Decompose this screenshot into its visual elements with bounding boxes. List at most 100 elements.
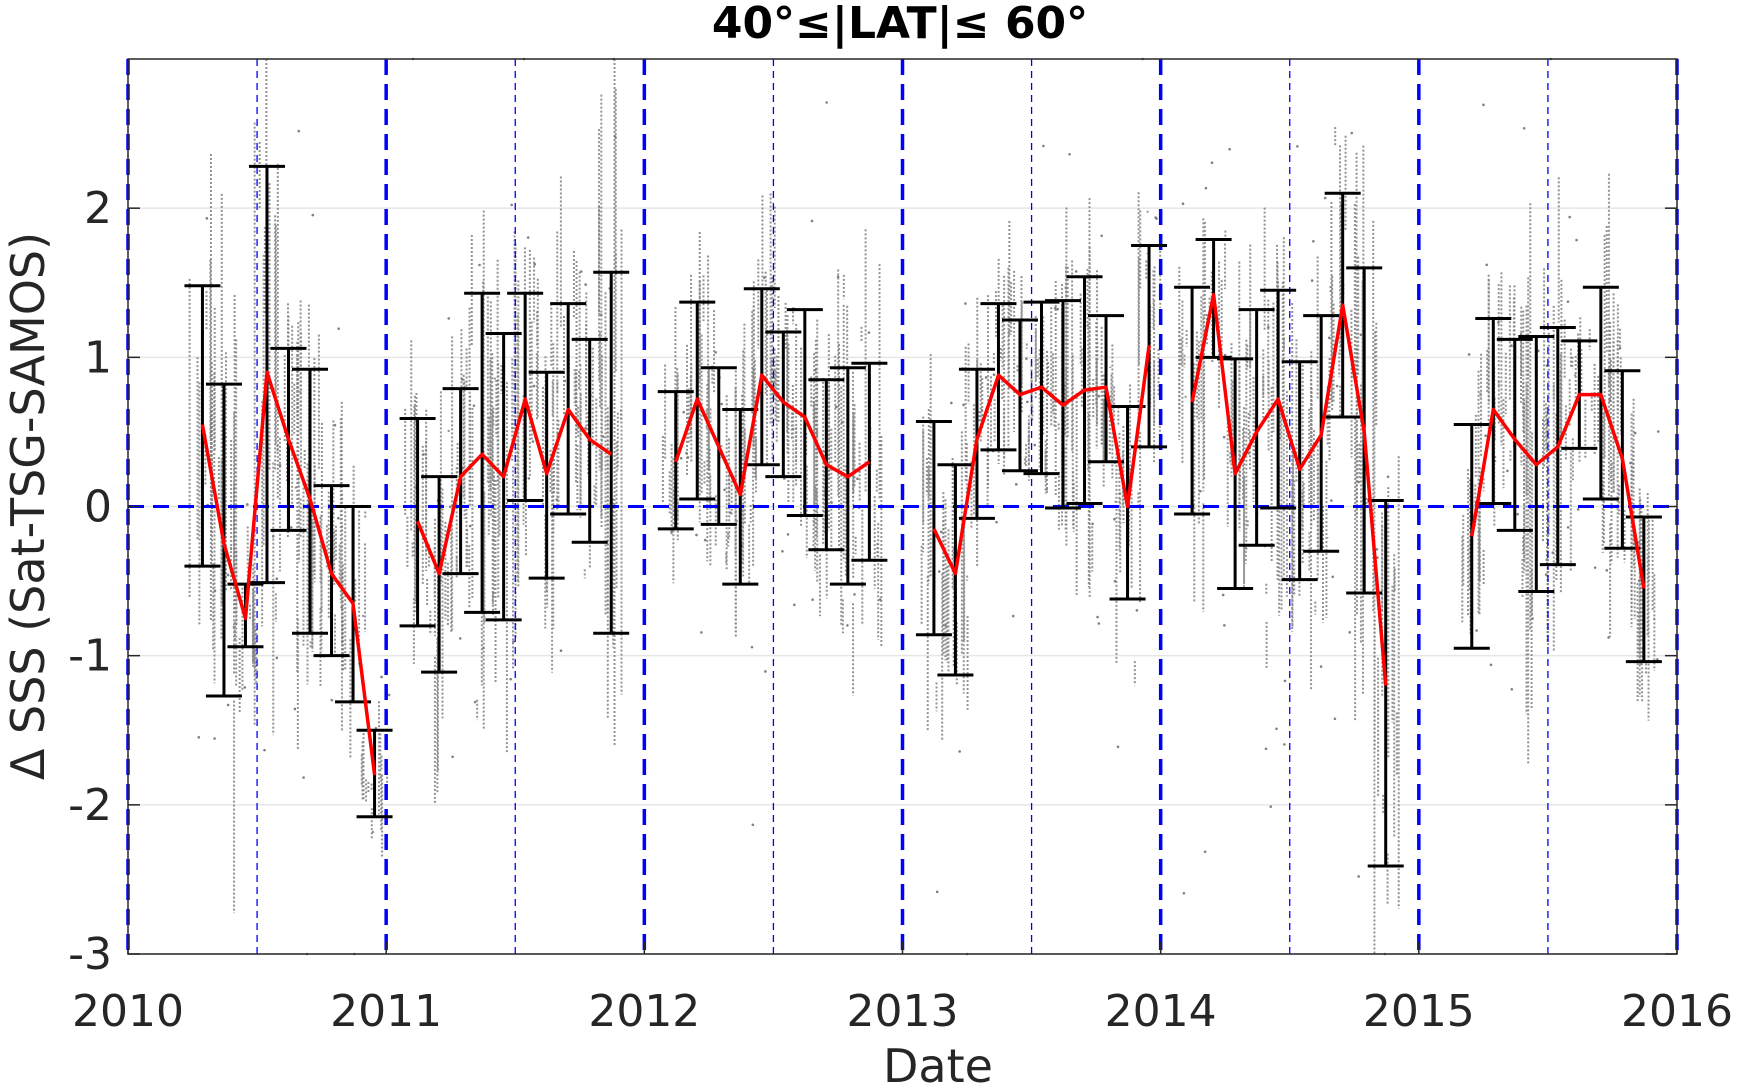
scatter-point [579,270,583,273]
scatter-point [1323,196,1327,200]
scatter-point [950,401,953,405]
scatter-point [1074,270,1078,273]
x-tick-label: 2010 [72,986,184,1037]
error-bar [915,419,952,637]
scatter-point [723,488,726,492]
scatter-point [1357,480,1361,484]
mean-line-segment [1190,292,1388,686]
scatter-point [695,533,698,537]
scatter-point [1475,629,1478,632]
scatter-point [226,703,230,707]
scatter-point [682,410,685,414]
scatter-point [1489,663,1493,667]
scatter-point [1203,850,1207,854]
scatter-point [226,573,230,577]
mean-line-segment [415,397,613,576]
scatter-point [1566,300,1570,303]
scatter-point [1221,593,1225,597]
scatter-point [1033,443,1037,447]
scatter-point [555,498,559,501]
x-tick-label: 2012 [588,986,700,1037]
scatter-point [1618,347,1622,350]
scatter-point [311,213,315,217]
scatter-point [584,283,587,286]
scatter-point [472,404,476,407]
scatter-point [1198,489,1202,493]
scatter-point [1135,609,1139,612]
scatter-point [601,435,605,438]
scatter-point [720,402,724,406]
scatter-point [1575,238,1578,242]
scatter-points [188,57,1660,956]
scatter-point [533,262,537,266]
scatter-point [380,675,383,679]
scatter-point [1331,575,1335,579]
scatter-point [703,538,707,542]
error-bar [507,291,544,503]
scatter-point [526,236,530,239]
scatter-point [512,640,515,644]
scatter-point [213,737,216,740]
scatter-point [1275,727,1278,731]
x-tick-label: 2015 [1363,986,1475,1037]
scatter-point [330,698,334,702]
y-tick-label: 2 [84,183,112,234]
x-tick-label: 2014 [1105,986,1217,1037]
scatter-point [834,405,838,409]
scatter-point [447,317,451,320]
scatter-point [289,526,293,529]
scatter-point [271,535,275,538]
scatter-point [1053,306,1057,310]
scatter-point [491,538,495,542]
scatter-point [836,275,840,279]
scatter-point [527,477,531,480]
scatter-point [1330,499,1333,502]
scatter-point [337,327,340,330]
scatter-point [1608,399,1612,403]
scatter-point [1264,747,1268,751]
scatter-point [243,686,247,689]
scatter-point [1310,279,1314,282]
scatter-point [509,677,512,681]
scatter-point [878,598,882,601]
scatter-point [793,603,796,607]
scatter-point [1100,234,1104,238]
scatter-point [939,530,943,534]
x-tick-label: 2016 [1621,986,1733,1037]
scatter-point [1210,161,1214,164]
scatter-point [1376,556,1379,559]
mean-line-segment [674,373,871,497]
scatter-point [1357,875,1360,878]
scatter-point [1026,400,1029,404]
scatter-point [958,750,961,753]
scatter-point [846,624,849,627]
scatter-point [1375,548,1379,551]
scatter-point [1607,636,1610,639]
scatter-point [468,524,472,528]
scatter-point [992,373,996,377]
error-bar [786,308,823,517]
scatter-point [1350,131,1354,135]
scatter-point [1091,522,1094,526]
scatter-point [937,570,941,573]
scatter-point [1014,483,1018,486]
scatter-point [1333,717,1337,721]
scatter-point [995,520,998,524]
scatter-point [278,464,282,467]
scatter-point [451,755,454,759]
scatter-point [856,477,859,480]
scatter-point [1656,430,1660,433]
scatter-point [1312,239,1315,243]
scatter-point [1386,475,1390,479]
scatter-point [1113,517,1116,521]
scatter-point [781,549,784,553]
scatter-point [1637,579,1641,582]
scatter-point [1319,665,1323,668]
scatter-point [679,456,683,460]
scatter-point [814,368,817,372]
scatter-point [205,217,209,220]
scatter-point [1097,622,1101,625]
scatter-point [1335,384,1339,388]
scatter-point [1011,614,1015,618]
